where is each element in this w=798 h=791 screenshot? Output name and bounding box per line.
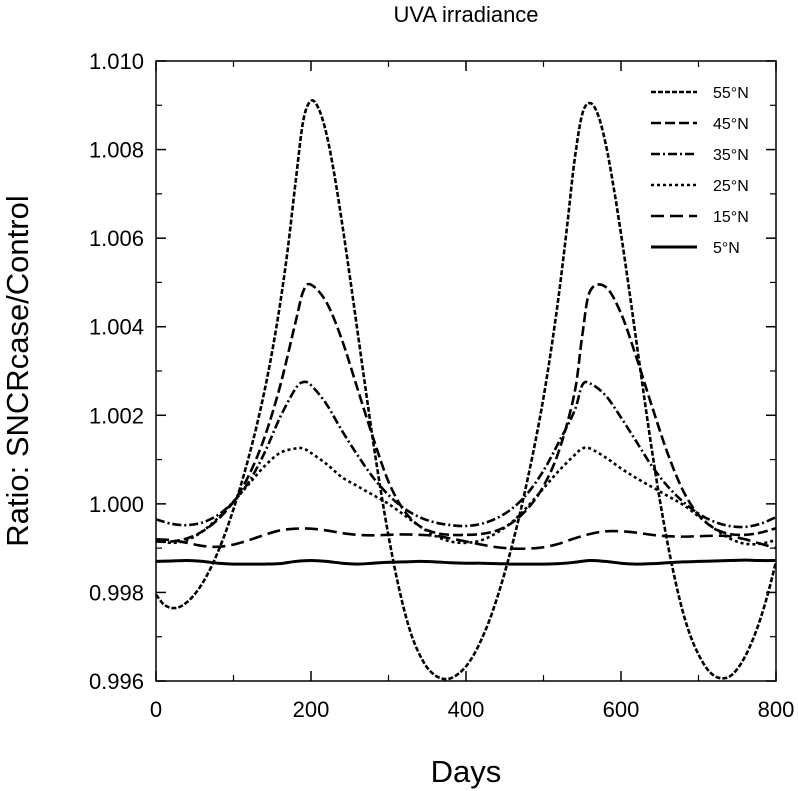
legend-label: 15°N [713,209,749,226]
x-axis-label: Days [431,754,502,789]
x-tick-label: 0 [150,697,162,722]
legend-label: 5°N [713,240,740,257]
y-axis-label: Ratio: SNCRcase/Control [0,195,35,546]
series-line-0 [154,99,778,681]
x-tick-label: 200 [293,697,330,722]
legend-label: 25°N [713,178,749,195]
y-tick-label: 1.008 [89,138,144,163]
legend-label: 55°N [713,85,749,102]
series-line-4 [155,527,777,551]
x-tick-label: 800 [758,697,795,722]
series-layer [154,99,778,681]
y-tick-label: 1.004 [89,315,144,340]
legend-label: 45°N [713,116,749,133]
y-tick-label: 1.006 [89,226,144,251]
y-tick-label: 1.010 [89,49,144,74]
x-tick-label: 600 [603,697,640,722]
series-line-1 [155,282,777,544]
series-line-5 [155,558,777,566]
y-tick-label: 1.000 [89,492,144,517]
legend: 55°N 45°N 35°N 25°N 15°N 5°N [651,85,749,257]
x-tick-label: 400 [448,697,485,722]
series-line-2 [155,380,777,529]
y-tick-label: 0.996 [89,669,144,694]
legend-label: 35°N [713,147,749,164]
y-tick-label: 1.002 [89,403,144,428]
series-line-3 [155,446,777,546]
chart-title: UVA irradiance [393,2,538,27]
axis-layer: 0 200 400 600 800 0.996 0.998 1.000 1.002 1.004 1.… [89,49,794,722]
y-tick-label: 0.998 [89,580,144,605]
